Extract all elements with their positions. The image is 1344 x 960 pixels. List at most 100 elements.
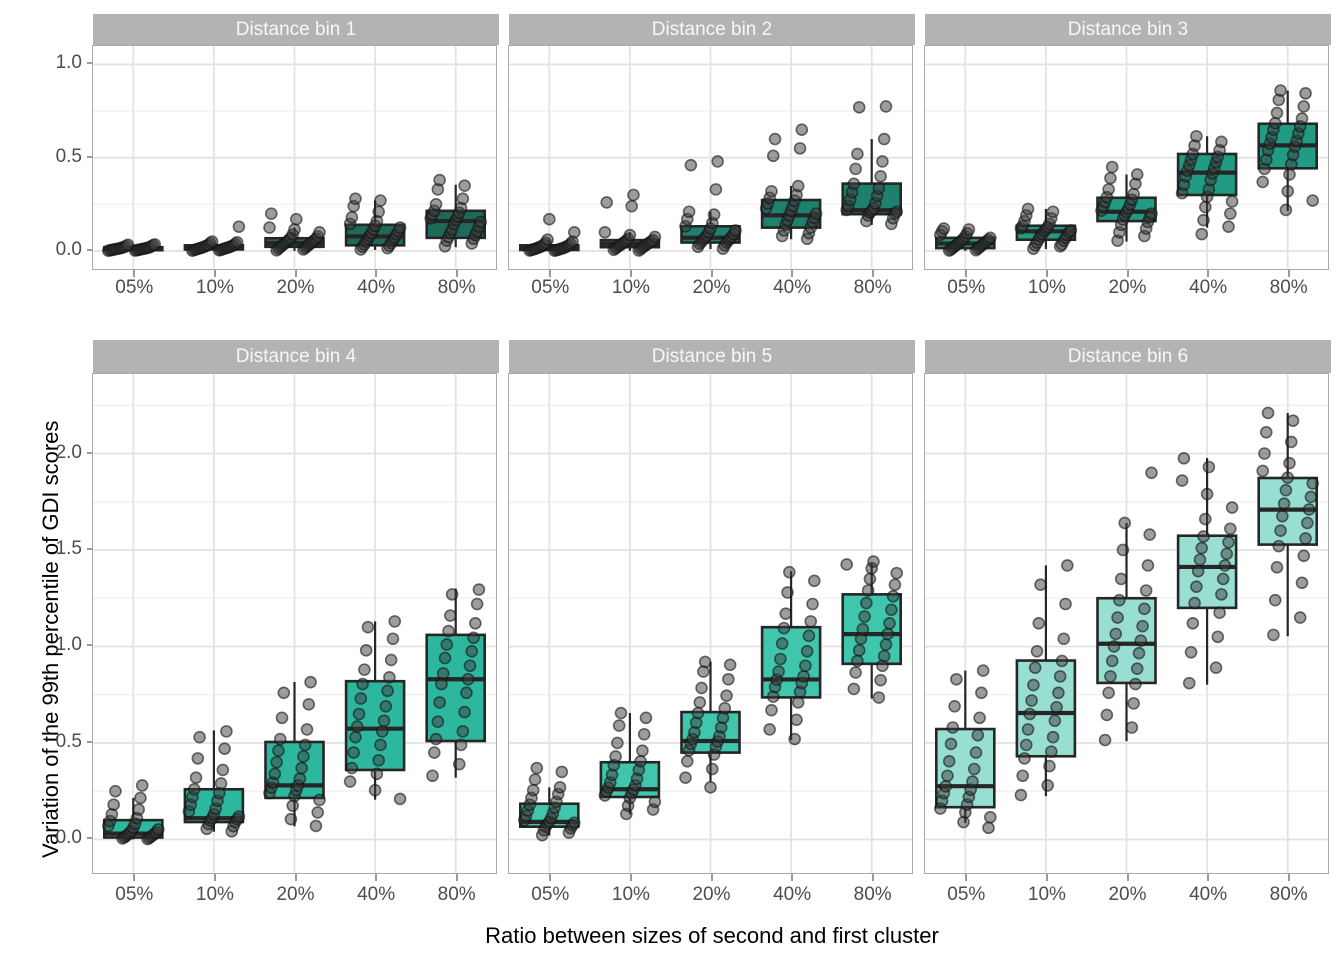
x-axis-tick [629, 874, 632, 881]
x-axis-tick-label: 10% [611, 277, 650, 298]
x-axis-tick-label: 05% [947, 277, 986, 298]
jitter-points [1176, 129, 1239, 241]
x-axis-tick [133, 874, 136, 881]
x-axis-tick [1207, 270, 1210, 277]
y-axis-tick-label: 1.0 [55, 52, 82, 74]
x-axis-tick [965, 874, 968, 881]
jitter-points [598, 188, 662, 257]
x-axis-tick [294, 270, 297, 277]
x-axis-tick-label: 10% [1027, 277, 1066, 298]
jitter-points [344, 192, 407, 256]
x-axis-tick [871, 270, 874, 277]
y-axis-tick-label: 0.5 [55, 145, 82, 167]
x-axis-tick-label: 80% [1269, 277, 1308, 298]
jitter-points [840, 100, 904, 231]
jitter-points [1014, 202, 1078, 255]
x-axis-tick-label: 80% [853, 884, 892, 905]
y-axis-tick [87, 644, 94, 647]
facet-strip: Distance bin 6 [925, 340, 1331, 373]
x-axis-tick [213, 874, 216, 881]
facet-strip-label: Distance bin 3 [1067, 18, 1189, 40]
boxplot [1096, 522, 1158, 742]
x-axis-title: Ratio between sizes of second and first … [485, 923, 939, 948]
x-axis-tick-label: 80% [437, 277, 476, 298]
facet-strip: Distance bin 1 [93, 14, 499, 45]
facet-panel [924, 373, 1330, 874]
x-axis-tick-label: 05% [115, 277, 154, 298]
x-axis-tick [965, 270, 968, 277]
y-axis-tick [87, 248, 94, 251]
x-axis-tick-label: 10% [195, 277, 234, 298]
x-axis-tick [549, 874, 552, 881]
x-axis-tick-label: 40% [1189, 277, 1228, 298]
jitter-points [263, 207, 327, 257]
x-axis-tick [871, 874, 874, 881]
x-axis-tick-label: 40% [357, 277, 396, 298]
y-axis-tick [87, 547, 94, 550]
x-axis-tick-label: 05% [531, 277, 570, 298]
x-axis-tick-label: 05% [531, 884, 570, 905]
jitter-points [102, 779, 165, 846]
facet-strip: Distance bin 5 [509, 340, 915, 373]
x-axis-tick-label: 20% [276, 884, 315, 905]
jitter-points [760, 123, 823, 246]
jitter-points [263, 675, 327, 833]
x-axis-tick [549, 270, 552, 277]
x-axis-tick [375, 874, 378, 881]
x-axis-tick [1207, 874, 1210, 881]
x-axis-tick [1126, 874, 1129, 881]
jitter-points [182, 725, 246, 838]
jitter-points [426, 583, 486, 783]
x-axis-tick [455, 270, 458, 277]
facet-strip-label: Distance bin 5 [651, 345, 773, 367]
jitter-points [424, 173, 488, 253]
facet-panel [92, 45, 498, 270]
x-axis-tick [294, 874, 297, 881]
x-axis-tick [1045, 270, 1048, 277]
x-axis-tick [791, 874, 794, 881]
x-axis-tick-label: 20% [276, 277, 315, 298]
x-axis-tick-label: 10% [195, 884, 234, 905]
jitter-points [763, 565, 822, 746]
x-axis-tick-label: 80% [1269, 884, 1308, 905]
jitter-points [344, 615, 407, 806]
x-axis-tick-label: 10% [1027, 884, 1066, 905]
y-axis-tick-label: 0.0 [55, 238, 82, 260]
x-axis-tick [710, 270, 713, 277]
x-axis-tick [791, 270, 794, 277]
jitter-points [840, 555, 904, 704]
jitter-points [679, 655, 737, 794]
x-axis-tick-label: 20% [692, 884, 731, 905]
y-axis-tick-label: 0.5 [55, 730, 82, 752]
x-axis-tick [1045, 874, 1048, 881]
jitter-points [934, 222, 997, 257]
facet-strip: Distance bin 3 [925, 14, 1331, 45]
y-axis-tick-label: 0.0 [55, 827, 82, 849]
facet-strip: Distance bin 2 [509, 14, 915, 45]
x-axis-tick [629, 270, 632, 277]
y-axis-tick-label: 1.5 [55, 537, 82, 559]
x-axis-tick-label: 40% [357, 884, 396, 905]
facet-strip-label: Distance bin 1 [235, 18, 357, 40]
facet-panel [508, 373, 914, 874]
x-axis-tick-label: 20% [1108, 277, 1147, 298]
x-axis-tick [455, 874, 458, 881]
jitter-points [186, 220, 246, 258]
y-axis-tick [87, 740, 94, 743]
x-axis-tick-label: 10% [611, 884, 650, 905]
x-axis-tick-label: 05% [947, 884, 986, 905]
x-axis-tick [213, 270, 216, 277]
y-axis-tick-label: 1.0 [55, 634, 82, 656]
x-axis-tick-label: 40% [1189, 884, 1228, 905]
jitter-points [1099, 466, 1159, 747]
jitter-points [518, 761, 581, 842]
facet-panel [92, 373, 498, 874]
x-axis-tick [1287, 270, 1290, 277]
x-axis-tick-label: 40% [773, 277, 812, 298]
x-axis-tick-label: 80% [437, 884, 476, 905]
jitter-points [934, 664, 997, 835]
x-axis-tick-label: 20% [692, 277, 731, 298]
jitter-points [102, 238, 162, 258]
facet-panel [508, 45, 914, 270]
